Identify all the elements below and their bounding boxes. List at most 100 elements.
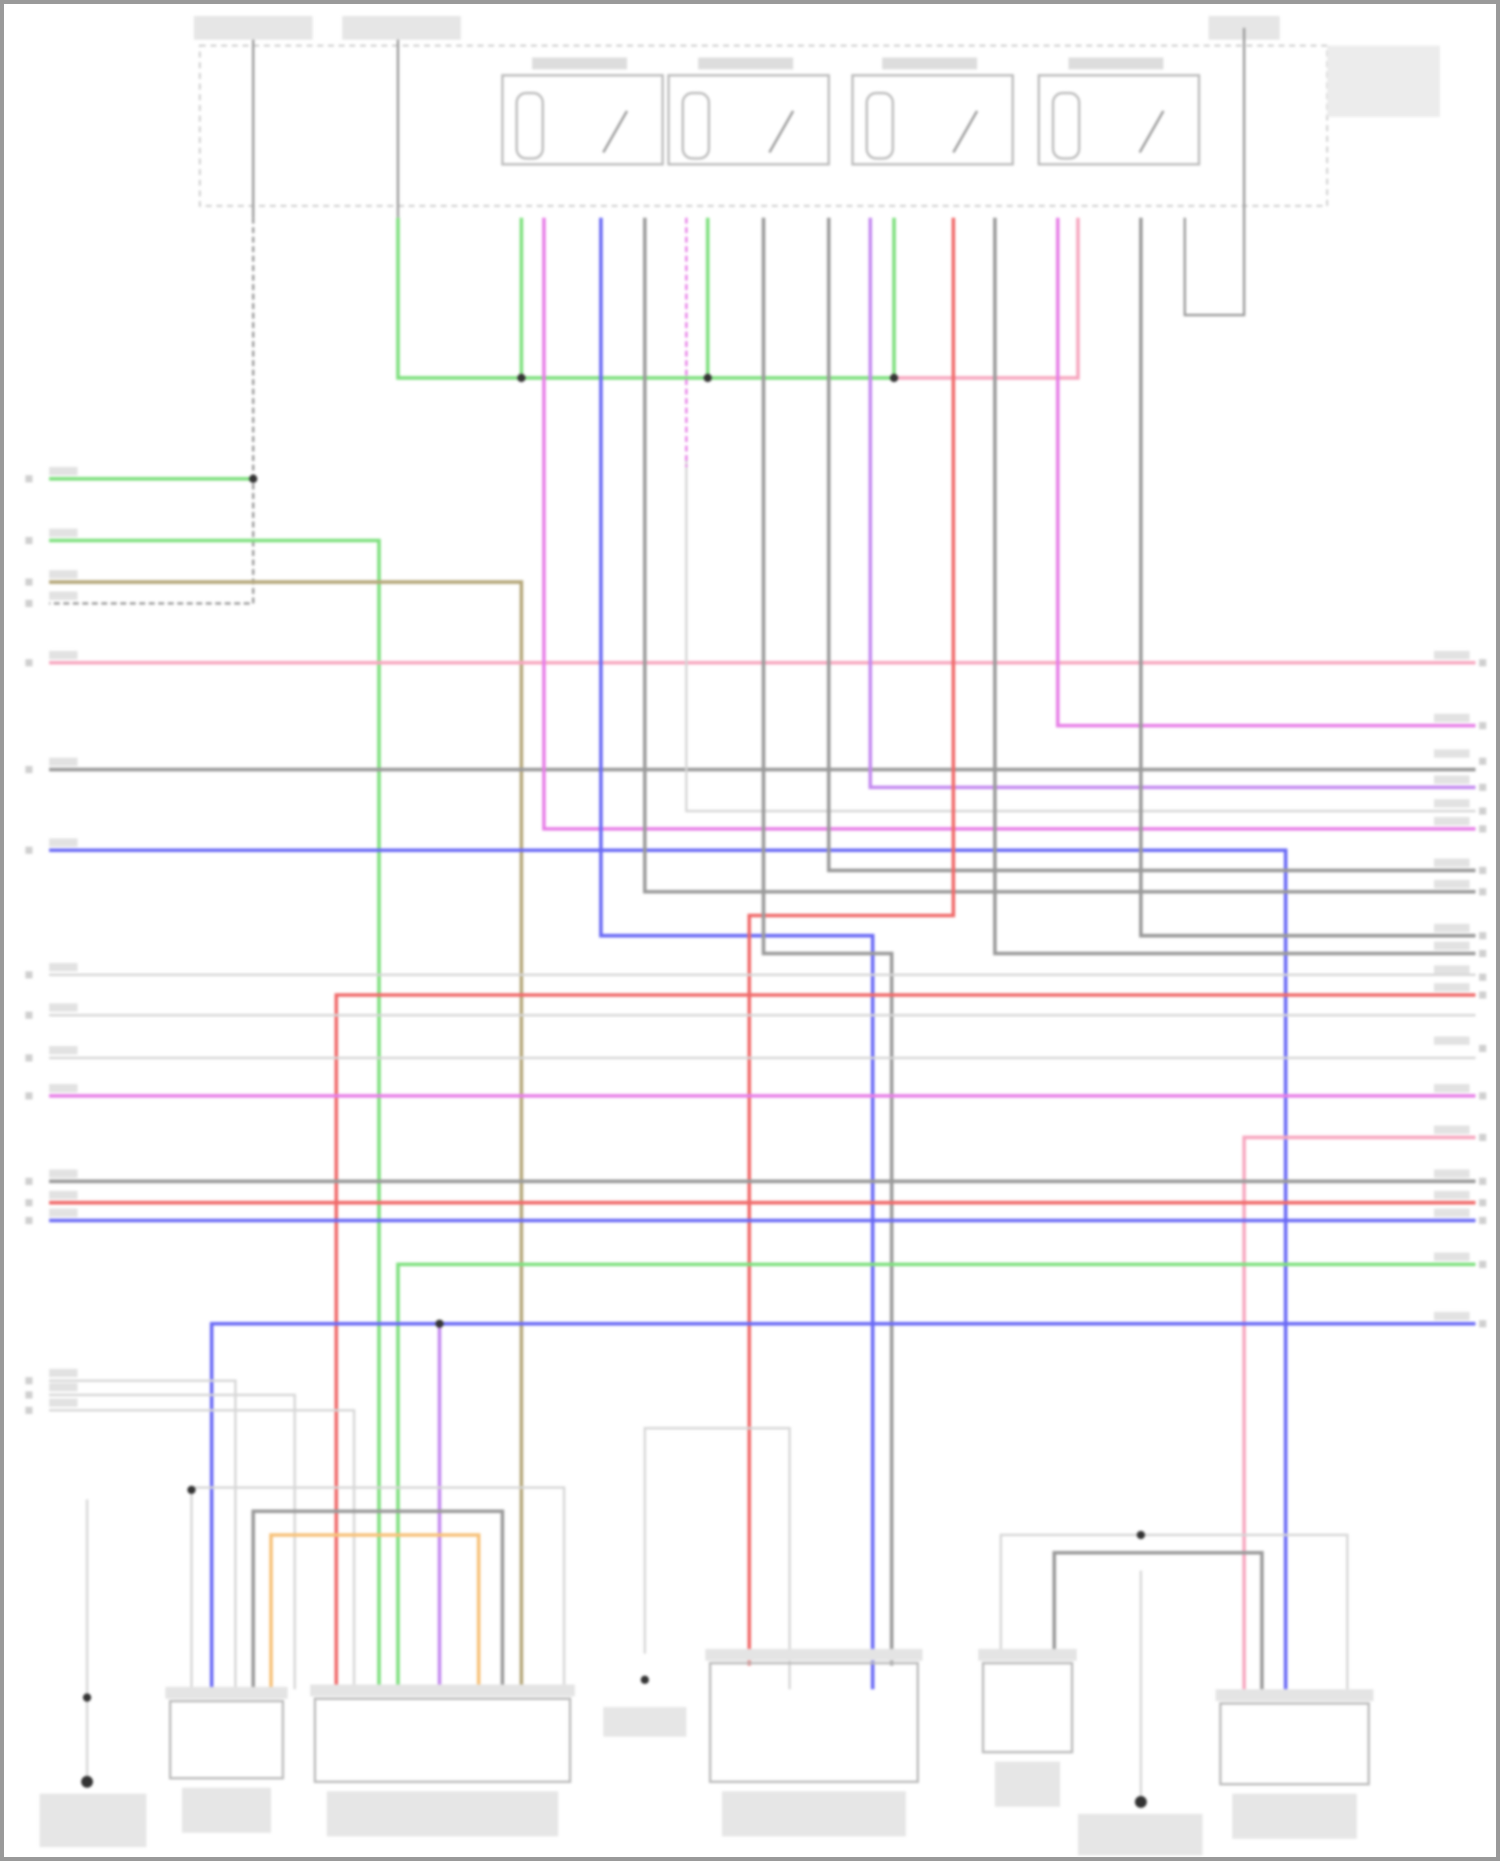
wire-label-block xyxy=(1433,858,1470,867)
pin-number-block xyxy=(1479,1092,1487,1100)
pin-number-block xyxy=(25,1092,33,1100)
wire-lightgray xyxy=(643,1426,791,1690)
wire-blue xyxy=(209,1321,1476,1690)
relay-coil-icon xyxy=(1051,91,1081,160)
wire-label-block xyxy=(1433,879,1470,889)
wire-lightgray xyxy=(49,1409,356,1690)
connector-strip xyxy=(165,1686,288,1699)
relay-label-block xyxy=(698,57,794,70)
pin-number-block xyxy=(25,659,33,667)
pin-number-block xyxy=(1479,825,1487,833)
wire-lightgray xyxy=(999,1533,1349,1690)
pin-number-block xyxy=(1479,1177,1487,1185)
wire-gray xyxy=(826,217,1476,873)
ground-label-block xyxy=(1077,1813,1203,1856)
wire-label-block xyxy=(49,570,78,579)
pin-number-block xyxy=(1479,1044,1487,1052)
wire-lightgray xyxy=(49,1393,296,1690)
component-box-3 xyxy=(708,1661,919,1783)
junction-block-label xyxy=(1327,45,1440,117)
wire-label-block xyxy=(1433,1084,1470,1093)
component-box-1 xyxy=(168,1699,285,1780)
wire-magenta xyxy=(542,217,1476,831)
wire-label-block xyxy=(1433,1036,1470,1045)
pin-number-block xyxy=(25,971,33,979)
wire-gray xyxy=(251,1509,505,1690)
pin-number-block xyxy=(25,578,33,586)
relay-label-block xyxy=(1068,57,1164,70)
splice-dot xyxy=(517,373,526,383)
splice-dot xyxy=(249,474,258,483)
fuse-label-block xyxy=(342,15,461,40)
relay-label-block xyxy=(532,57,628,70)
component-label-block xyxy=(994,1761,1061,1807)
splice-dot xyxy=(889,373,899,383)
pin-number-block xyxy=(25,1216,33,1225)
pin-number-block xyxy=(25,846,33,854)
pin-number-block xyxy=(25,1199,33,1207)
wire-label-block xyxy=(49,1046,78,1055)
wire-label-block xyxy=(1433,941,1470,950)
wire-label-block xyxy=(1433,749,1470,758)
wire-label-block xyxy=(1433,817,1470,826)
wire-label-block xyxy=(49,466,78,476)
wire-green xyxy=(49,538,381,1690)
wire-label-block xyxy=(1433,1125,1470,1134)
relay-switch-icon xyxy=(768,110,795,154)
wire-label-block xyxy=(1433,1190,1470,1200)
relay-1 xyxy=(501,74,664,166)
pin-number-block xyxy=(1479,973,1487,981)
pin-number-block xyxy=(25,1377,33,1385)
wire-blue xyxy=(49,848,1288,1690)
pin-number-block xyxy=(1479,866,1487,874)
wire-label-block xyxy=(1433,923,1470,933)
wire-label-block xyxy=(1433,775,1470,784)
pin-number-block xyxy=(25,599,33,607)
splice-dot xyxy=(82,1693,92,1702)
wire-label-block xyxy=(49,1208,78,1217)
pin-number-block xyxy=(25,1177,33,1185)
connector-strip xyxy=(705,1648,923,1661)
wire-gray xyxy=(643,217,1476,894)
relay-coil-icon xyxy=(865,91,895,160)
ground-label-block xyxy=(603,1707,687,1737)
pin-number-block xyxy=(1479,783,1487,791)
wire-label-block xyxy=(1433,1208,1470,1217)
wire-magenta xyxy=(1056,217,1476,728)
wire-label-block xyxy=(49,1169,78,1178)
connector-strip xyxy=(978,1648,1077,1661)
wire-label-block xyxy=(1433,1169,1470,1178)
pin-number-block xyxy=(1479,888,1487,896)
connector-strip xyxy=(310,1684,575,1697)
splice-dot xyxy=(640,1675,649,1684)
wire-label-block xyxy=(1433,1252,1470,1261)
wire-violet xyxy=(868,217,1476,790)
wiring-diagram xyxy=(25,15,1487,1856)
component-label-block xyxy=(721,1791,906,1837)
wire-label-block xyxy=(49,650,78,660)
wire-tan xyxy=(49,580,524,1690)
splice-dot xyxy=(1136,1530,1146,1540)
wire-label-block xyxy=(49,1003,78,1012)
wire-gray xyxy=(49,217,255,605)
wire-label-block xyxy=(1433,799,1470,808)
connector-strip xyxy=(1215,1689,1374,1702)
pin-number-block xyxy=(1479,722,1487,730)
wire-lightgray xyxy=(685,455,1476,813)
relay-3 xyxy=(851,74,1014,166)
component-box-4 xyxy=(981,1661,1074,1754)
pin-number-block xyxy=(1479,807,1487,815)
wire-label-block xyxy=(49,1084,78,1093)
relay-label-block xyxy=(882,57,978,70)
component-box-2 xyxy=(313,1697,572,1783)
pin-number-block xyxy=(1479,991,1487,999)
wire-gray xyxy=(1052,1550,1264,1690)
pin-number-block xyxy=(1479,932,1487,940)
ground-label-block xyxy=(39,1793,147,1848)
pin-number-block xyxy=(1479,659,1487,667)
pin-number-block xyxy=(1479,1260,1487,1268)
component-label-block xyxy=(1232,1793,1357,1839)
wire-red xyxy=(747,217,956,1666)
pin-number-block xyxy=(1479,757,1487,765)
